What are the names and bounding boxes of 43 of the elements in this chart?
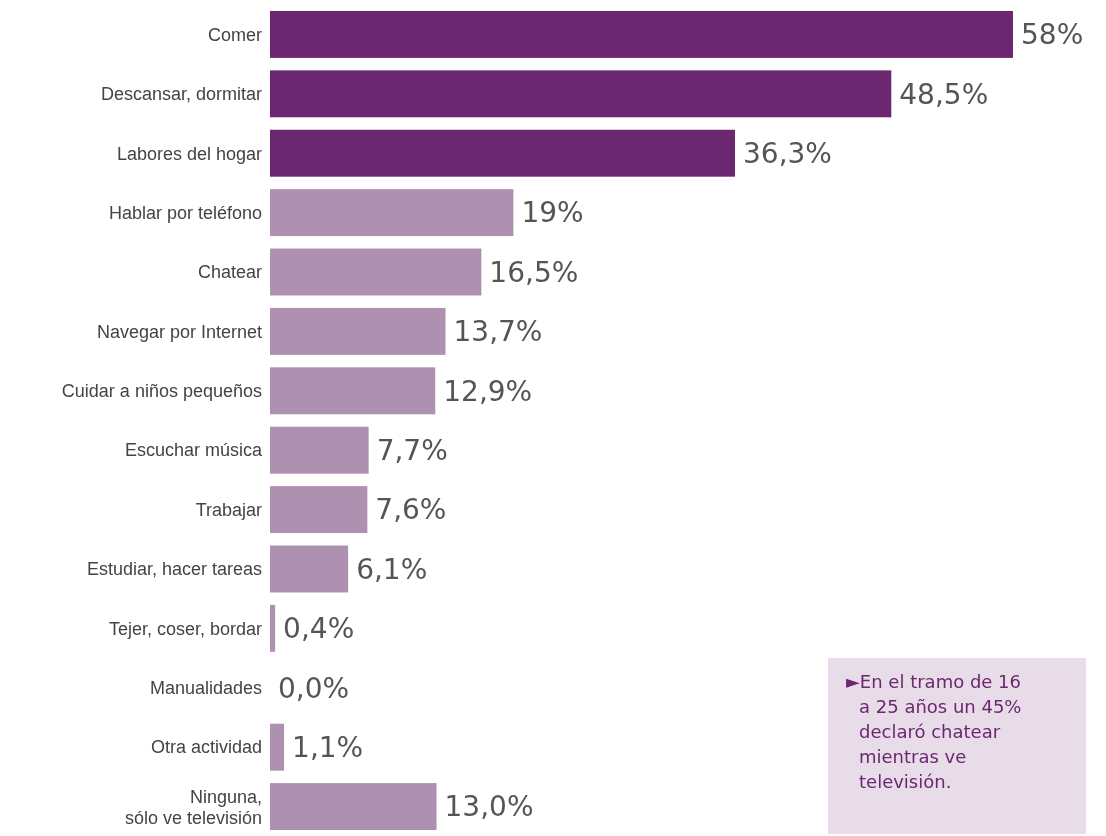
bar bbox=[270, 189, 514, 237]
y-tick-label: Descansar, dormitar bbox=[100, 84, 262, 105]
bar bbox=[270, 70, 892, 118]
y-tick-label: Otra actividad bbox=[150, 737, 262, 758]
bar bbox=[270, 723, 285, 771]
data-label: 13,0% bbox=[444, 790, 534, 824]
y-tick-label: Labores del hogar bbox=[116, 143, 262, 164]
y-tick-label: Tejer, coser, bordar bbox=[108, 618, 262, 639]
y-tick-label: Cuidar a niños pequeños bbox=[61, 381, 262, 402]
data-label: 12,9% bbox=[443, 374, 533, 408]
y-tick-label: Trabajar bbox=[195, 499, 262, 520]
bar bbox=[270, 486, 368, 534]
bar bbox=[270, 783, 437, 831]
data-label: 0,4% bbox=[283, 612, 355, 646]
y-tick-label: Chatear bbox=[197, 262, 262, 283]
data-label: 48,5% bbox=[899, 77, 989, 111]
data-label: 16,5% bbox=[489, 255, 579, 289]
data-label: 13,7% bbox=[453, 315, 543, 349]
data-label: 7,6% bbox=[375, 493, 447, 527]
y-tick-label: Comer bbox=[207, 24, 262, 45]
bar bbox=[270, 426, 369, 474]
y-tick-label: Escuchar música bbox=[124, 440, 263, 461]
y-tick-label: Hablar por teléfono bbox=[108, 202, 262, 223]
data-label: 0,0% bbox=[278, 671, 350, 705]
bar bbox=[270, 367, 436, 415]
bar bbox=[270, 307, 446, 355]
note-box: ►En el tramo de 16 a 25 años un 45% declaró chatear mientras ve televisión. bbox=[828, 658, 1086, 834]
y-tick-label: Manualidades bbox=[149, 678, 262, 699]
bar bbox=[270, 129, 736, 177]
data-label: 58% bbox=[1021, 18, 1084, 52]
data-label: 7,7% bbox=[376, 434, 448, 467]
data-label: 19% bbox=[521, 196, 584, 230]
data-label: 6,1% bbox=[356, 552, 428, 586]
bar bbox=[270, 248, 482, 296]
y-tick-label: Ninguna, sólo ve televisión bbox=[124, 786, 262, 828]
data-label: 1,1% bbox=[292, 730, 364, 764]
bar bbox=[270, 545, 349, 593]
bar bbox=[270, 10, 1013, 58]
y-tick-label: Navegar por Internet bbox=[96, 321, 262, 342]
y-tick-label: Estudiar, hacer tareas bbox=[86, 559, 262, 580]
data-label: 36,3% bbox=[743, 137, 832, 171]
annotation: ►En el tramo de 16 a 25 años un 45% declaró chatear mientras ve televisión. bbox=[846, 671, 1022, 792]
bar bbox=[270, 604, 276, 652]
